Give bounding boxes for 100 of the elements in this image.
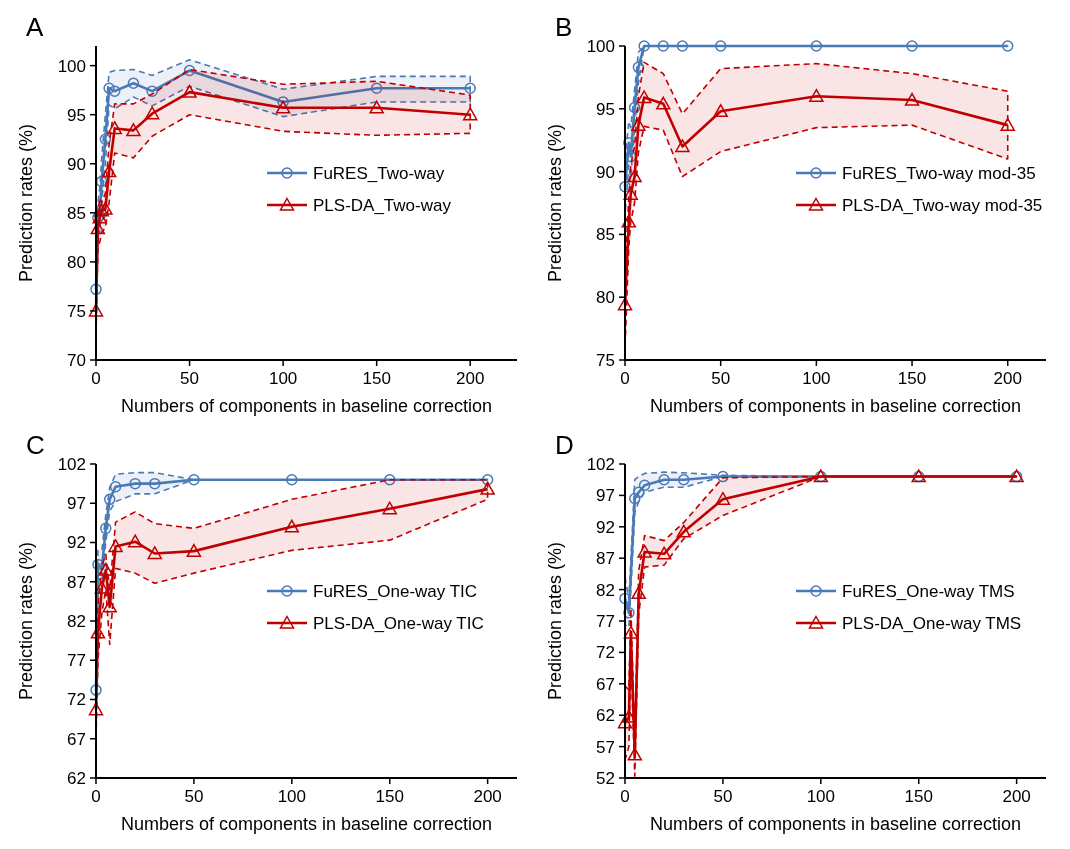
x-tick-label: 100 <box>802 369 831 388</box>
x-tick-label: 50 <box>184 787 204 806</box>
y-axis-title: Prediction rates (%) <box>545 123 565 283</box>
point <box>676 40 689 52</box>
y-tick-label: 90 <box>67 154 86 174</box>
y-tick-label: 52 <box>596 768 615 788</box>
legend-label: PLS-DA_Two-way <box>313 195 452 215</box>
point <box>126 123 141 137</box>
point <box>627 169 642 183</box>
point <box>88 303 104 317</box>
point <box>632 486 645 499</box>
point <box>617 297 633 311</box>
point <box>809 88 824 102</box>
y-tick-label: 67 <box>596 674 615 694</box>
point <box>676 524 691 538</box>
point <box>1001 40 1014 52</box>
point <box>99 133 112 145</box>
point <box>286 473 298 486</box>
point <box>675 139 690 153</box>
x-tick-label: 200 <box>993 369 1022 388</box>
point <box>677 473 690 486</box>
point <box>90 221 106 235</box>
point <box>638 479 651 492</box>
y-tick-label: 100 <box>586 36 615 56</box>
point <box>464 82 476 94</box>
point <box>103 82 115 94</box>
chart-title: D <box>555 430 574 460</box>
x-axis-title: Numbers of components in baseline correction <box>649 396 1022 416</box>
x-tick-label: 0 <box>620 787 630 806</box>
y-tick-label: 92 <box>596 517 615 537</box>
point <box>631 117 646 131</box>
point <box>623 186 638 200</box>
point <box>658 473 670 486</box>
legend-label: FuRES_One-way TMS <box>842 581 1015 601</box>
x-tick-label: 50 <box>711 369 731 388</box>
x-tick-label: 200 <box>473 787 502 806</box>
point <box>102 599 117 613</box>
point <box>146 85 158 97</box>
y-tick-label: 102 <box>586 454 615 474</box>
point <box>810 40 823 52</box>
point <box>182 84 197 98</box>
point <box>715 491 731 505</box>
y-tick-label: 85 <box>67 203 86 223</box>
x-tick-label: 50 <box>713 787 733 806</box>
y-tick-label: 72 <box>67 690 86 710</box>
point <box>621 214 637 228</box>
y-tick-label: 97 <box>596 486 615 506</box>
y-tick-label: 70 <box>67 350 86 370</box>
y-tick-label: 92 <box>67 533 86 553</box>
y-tick-label: 95 <box>67 105 86 125</box>
chart-title: C <box>26 430 45 460</box>
x-tick-label: 150 <box>362 369 391 388</box>
y-tick-label: 57 <box>596 737 615 757</box>
legend-label: FuRES_Two-way <box>313 163 445 183</box>
point <box>713 104 728 118</box>
y-tick-label: 75 <box>596 350 615 370</box>
point <box>186 543 202 557</box>
y-tick-label: 102 <box>57 454 86 474</box>
x-tick-label: 0 <box>91 369 101 388</box>
point <box>462 107 478 121</box>
y-tick-label: 62 <box>596 706 615 726</box>
y-tick-label: 77 <box>67 651 86 671</box>
point <box>127 534 143 548</box>
chart-title: A <box>26 12 44 42</box>
point <box>144 106 160 120</box>
point <box>623 607 635 619</box>
y-tick-label: 72 <box>596 643 615 663</box>
point <box>98 201 113 215</box>
point <box>629 492 641 505</box>
point <box>147 546 162 560</box>
point <box>714 40 727 52</box>
y-tick-label: 90 <box>596 162 615 182</box>
point <box>617 715 633 729</box>
point <box>717 470 729 483</box>
point <box>127 77 140 90</box>
point <box>90 684 102 696</box>
point <box>632 61 645 74</box>
y-tick-label: 67 <box>67 729 86 749</box>
point <box>94 580 110 594</box>
x-axis-title: Numbers of components in baseline correction <box>120 814 493 834</box>
point <box>183 64 196 77</box>
point <box>98 562 114 576</box>
point <box>636 90 652 104</box>
point <box>906 40 918 52</box>
point <box>94 203 109 217</box>
y-tick-label: 82 <box>596 580 615 600</box>
x-tick-label: 0 <box>91 787 101 806</box>
point <box>100 522 112 535</box>
point <box>627 747 643 761</box>
point <box>481 473 494 486</box>
legend-label: FuRES_Two-way mod-35 <box>842 163 1036 183</box>
point <box>656 546 672 560</box>
legend-label: PLS-DA_One-way TIC <box>313 613 484 633</box>
y-tick-label: 100 <box>57 56 86 76</box>
point <box>382 501 397 515</box>
point <box>108 539 123 553</box>
legend-label: FuRES_One-way TIC <box>313 581 478 601</box>
chart-title: B <box>555 12 573 42</box>
point <box>638 40 650 52</box>
x-axis-title: Numbers of components in baseline correction <box>649 814 1022 834</box>
